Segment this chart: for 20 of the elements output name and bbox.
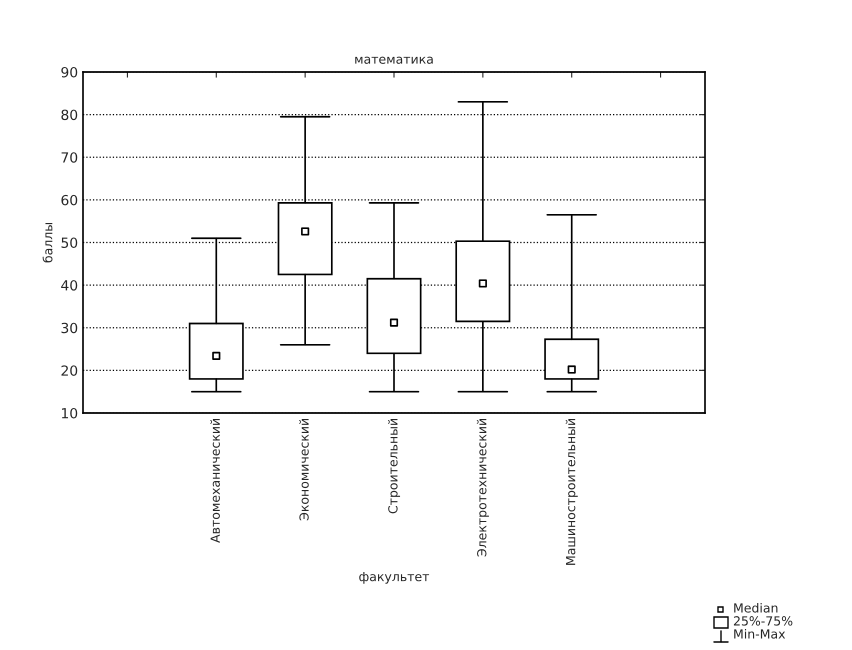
text: Median [734, 602, 778, 613]
y-tick-label: 20 [61, 365, 78, 376]
chart-title: математика [355, 56, 433, 64]
y-tick-label: 50 [62, 237, 78, 248]
x-tick-label: Экономический [299, 419, 309, 520]
y-tick-label: 70 [62, 152, 78, 163]
x-tick-label: Электротехнический [476, 419, 489, 556]
y-tick-label: 40 [61, 280, 78, 291]
y-tick-label: 90 [61, 66, 78, 78]
text: 25%-75% [734, 616, 792, 626]
y-tick-label: 60 [61, 194, 78, 206]
x-tick-label: Автомеханический [210, 419, 220, 543]
y-tick-label: 10 [62, 408, 78, 418]
y-axis-title: баллы [42, 223, 52, 262]
y-tick-label: 30 [62, 322, 78, 334]
x-tick-label: Строительный [388, 419, 400, 514]
y-tick-label: 80 [61, 110, 78, 120]
text: Min-Max [734, 628, 786, 639]
x-axis-title: факультет [359, 572, 430, 584]
x-tick-label: Машиностроительный [566, 418, 578, 565]
